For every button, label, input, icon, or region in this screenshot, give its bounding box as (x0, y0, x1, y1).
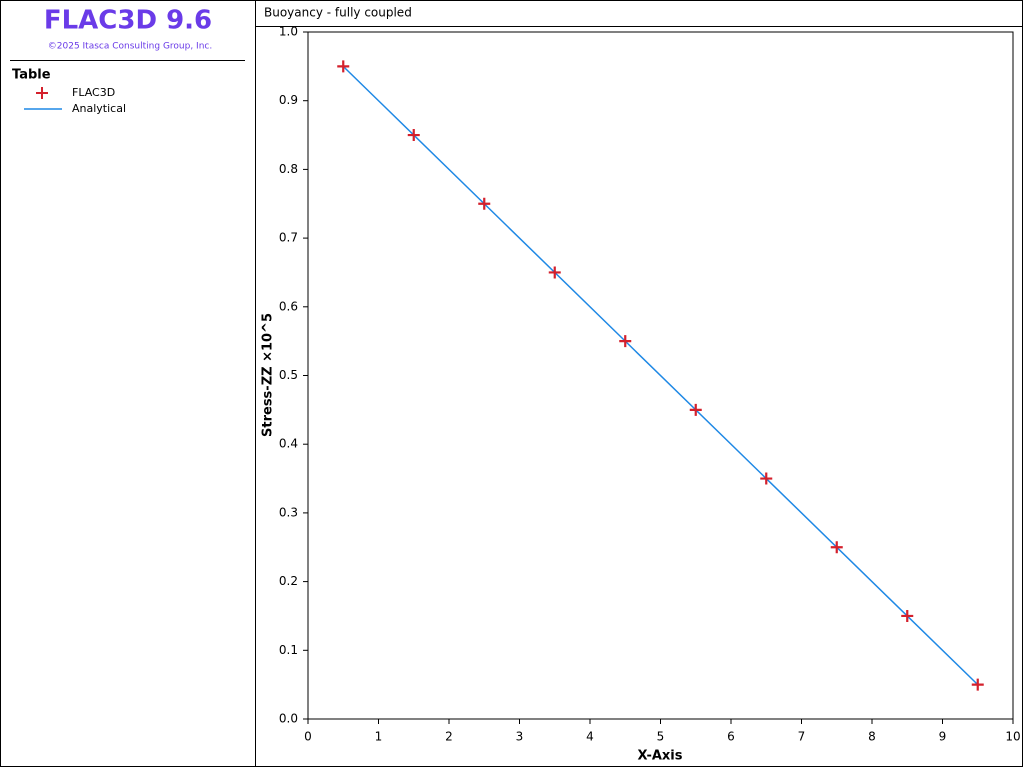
y-axis-label: Stress-ZZ ×10^5 (261, 313, 276, 437)
y-tick-label: 1.0 (279, 25, 298, 39)
y-tick-label: 0.2 (279, 574, 298, 588)
x-tick-label: 6 (727, 730, 735, 744)
x-axis-label: X-Axis (638, 749, 683, 764)
data-point (760, 472, 773, 485)
y-tick-label: 0.4 (279, 437, 298, 451)
y-tick-label: 0.7 (279, 231, 298, 245)
x-tick-label: 0 (304, 730, 312, 744)
x-tick-label: 7 (798, 730, 806, 744)
y-tick-label: 0.8 (279, 162, 298, 176)
legend-label: FLAC3D (72, 86, 115, 99)
data-point (407, 129, 420, 142)
x-tick-label: 10 (1005, 730, 1020, 744)
data-point (619, 335, 632, 348)
legend-swatch (36, 87, 48, 99)
x-tick-label: 1 (375, 730, 383, 744)
legend-title: Table (12, 68, 51, 83)
data-point (548, 266, 561, 279)
data-point (971, 678, 984, 691)
data-point (689, 403, 702, 416)
legend-label: Analytical (72, 102, 126, 115)
data-point (901, 609, 914, 622)
y-tick-label: 0.0 (279, 712, 298, 726)
x-tick-label: 5 (657, 730, 665, 744)
x-tick-label: 9 (939, 730, 947, 744)
y-tick-label: 0.1 (279, 643, 298, 657)
x-tick-label: 3 (516, 730, 524, 744)
data-point (478, 197, 491, 210)
y-tick-label: 0.3 (279, 505, 298, 519)
copyright: ©2025 Itasca Consulting Group, Inc. (48, 42, 212, 52)
x-tick-label: 2 (445, 730, 453, 744)
app-title: FLAC3D 9.6 (44, 6, 212, 36)
chart-title: Buoyancy - fully coupled (264, 6, 412, 20)
data-point (830, 541, 843, 554)
data-point (337, 60, 350, 73)
x-tick-label: 8 (868, 730, 876, 744)
y-tick-label: 0.9 (279, 93, 298, 107)
analytical-line (342, 65, 979, 686)
x-tick-label: 4 (586, 730, 594, 744)
legend: FLAC3D Analytical (24, 86, 126, 115)
y-tick-label: 0.5 (279, 368, 298, 382)
y-tick-label: 0.6 (279, 299, 298, 313)
